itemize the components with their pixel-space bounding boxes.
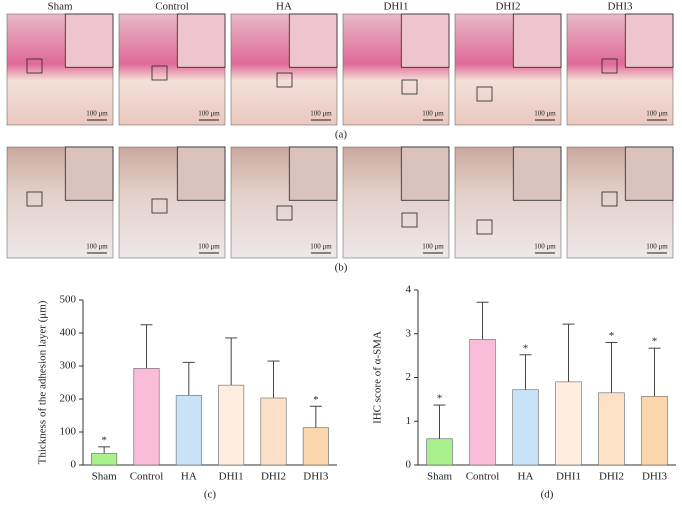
y-tick-label: 100 [60,426,77,438]
x-tick-label: HA [518,471,534,483]
inset [176,13,226,68]
column-header: Control [155,1,189,13]
scale-bar-label: 100 μm [86,243,108,251]
column-header: DHI1 [383,1,408,13]
y-tick-label: 200 [60,393,77,405]
roi-box [601,58,618,74]
column-header: DHI3 [607,1,633,13]
scale-bar-label: 100 μm [534,110,556,118]
roi-box [26,191,43,207]
inset [400,13,450,68]
panel-label: (d) [541,489,554,501]
bar [91,453,118,466]
y-tick-label: 500 [60,294,77,306]
y-tick-label: 0 [406,459,412,471]
significance-mark: * [313,394,319,406]
panel-label: (a) [335,129,348,141]
bar [302,427,329,466]
significance-mark: * [101,434,107,446]
bar [641,396,668,466]
scale-bar-label: 100 μm [646,110,668,118]
column-header: Sham [47,1,73,13]
x-tick-label: Sham [427,471,453,483]
y-tick-label: 1 [406,415,412,427]
significance-mark: * [523,342,529,354]
x-tick-label: DHI3 [303,471,329,483]
inset [176,146,226,201]
x-tick-label: DHI3 [642,471,668,483]
inset [512,146,562,201]
column-header: HA [276,1,292,13]
y-tick-label: 400 [60,327,77,339]
y-tick-label: 300 [60,360,77,372]
y-tick-label: 3 [406,327,412,339]
roi-box [26,58,43,74]
scale-bar-label: 100 μm [86,110,108,118]
scale-bar-label: 100 μm [534,243,556,251]
roi-box [401,212,418,228]
bar [218,384,245,466]
bar [512,389,539,466]
roi-box [601,191,618,207]
y-tick-label: 2 [406,371,412,383]
panel-label: (b) [335,262,348,274]
inset [288,146,338,201]
roi-box [476,219,493,235]
scale-bar-label: 100 μm [422,243,444,251]
inset [624,146,674,201]
roi-box [276,205,293,221]
x-tick-label: DHI1 [219,471,244,483]
significance-mark: * [609,330,615,342]
x-tick-label: DHI2 [599,471,624,483]
inset [64,13,114,68]
x-tick-label: Control [130,471,164,483]
x-tick-label: Control [466,471,500,483]
bar [260,397,287,466]
inset [512,13,562,68]
roi-box [476,86,493,102]
bar [555,381,582,466]
micrograph [342,146,450,259]
bar [598,392,625,466]
scale-bar-label: 100 μm [646,243,668,251]
inset [288,13,338,68]
roi-box [151,65,168,81]
scale-bar-label: 100 μm [422,110,444,118]
scale-bar-label: 100 μm [198,110,220,118]
panel-label: (c) [204,489,217,501]
inset [64,146,114,201]
y-tick-label: 4 [406,284,412,296]
scale-bar-label: 100 μm [198,243,220,251]
bar [426,438,453,466]
roi-box [401,79,418,95]
y-axis-label: IHC score of α-SMA [372,331,384,424]
bar [469,339,496,466]
significance-mark: * [437,393,443,405]
x-tick-label: DHI2 [261,471,286,483]
y-axis-label: Thickness of the adhesion layer (μm) [37,300,49,464]
x-tick-label: Sham [92,471,118,483]
scale-bar-label: 100 μm [310,110,332,118]
y-tick-label: 0 [71,459,77,471]
inset [624,13,674,68]
inset [400,146,450,201]
scale-bar-label: 100 μm [310,243,332,251]
bar [133,368,160,466]
column-header: DHI2 [495,1,520,13]
roi-box [151,198,168,214]
roi-box [276,72,293,88]
significance-mark: * [652,336,658,348]
x-tick-label: HA [181,471,197,483]
x-tick-label: DHI1 [556,471,581,483]
bar [175,395,202,466]
